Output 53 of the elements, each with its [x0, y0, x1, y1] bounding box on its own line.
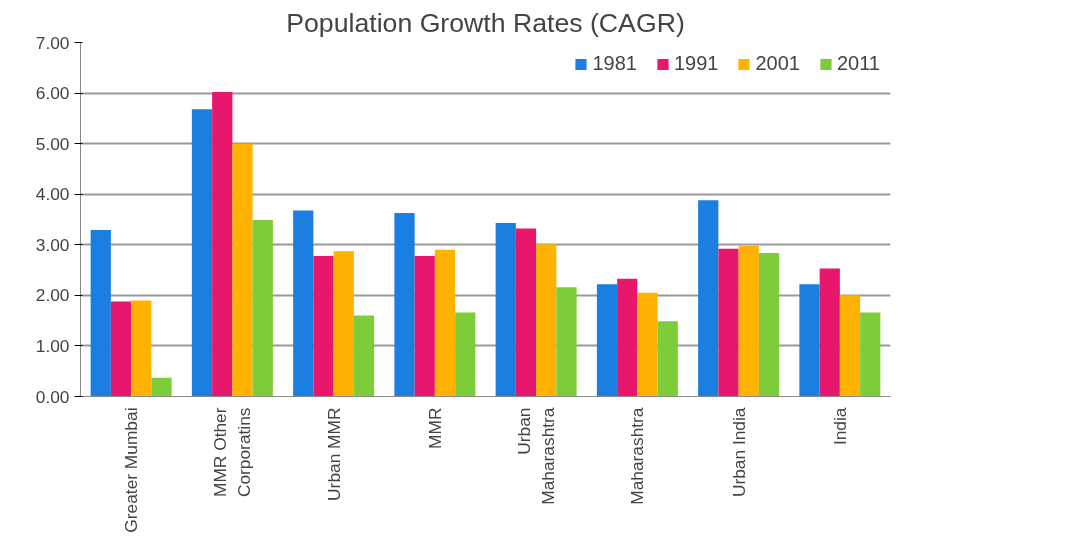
bar — [799, 284, 820, 397]
bar — [536, 244, 557, 397]
bar — [860, 312, 881, 397]
bar — [758, 252, 780, 397]
y-tick-label: 5.00 — [35, 133, 70, 154]
bar — [698, 200, 719, 397]
bar — [718, 248, 739, 397]
y-tick-label: 0.00 — [35, 386, 70, 407]
chart-title: Population Growth Rates (CAGR) — [286, 7, 685, 38]
bar — [617, 278, 638, 397]
legend-label: 1981 — [592, 52, 637, 75]
bar — [819, 268, 840, 397]
bar — [515, 228, 537, 397]
bar — [333, 251, 354, 397]
bar — [191, 109, 213, 397]
bar — [151, 377, 172, 397]
bar — [657, 321, 678, 397]
bar — [212, 92, 233, 397]
x-tick-label: Maharashtra — [627, 407, 648, 505]
y-tick-label: 2.00 — [35, 285, 70, 306]
legend-label: 2001 — [755, 52, 800, 75]
bar — [434, 249, 456, 397]
x-tick-label: Greater Mumbai — [121, 407, 142, 533]
legend-label: 2011 — [836, 52, 880, 75]
bar — [394, 212, 415, 397]
bar — [293, 210, 314, 397]
x-tick-label: India — [829, 407, 850, 446]
bar — [110, 301, 132, 397]
legend-label: 1991 — [673, 52, 719, 75]
y-tick-label: 6.00 — [35, 83, 70, 104]
bar — [313, 255, 334, 397]
y-tick-label: 3.00 — [35, 234, 70, 255]
bar — [556, 287, 577, 397]
y-tick-label: 1.00 — [35, 335, 70, 356]
bar — [414, 255, 435, 397]
bar — [495, 223, 516, 397]
y-tick-label: 7.00 — [35, 32, 70, 53]
bar — [131, 300, 152, 397]
bar — [596, 284, 618, 397]
bar — [738, 245, 759, 397]
bar — [232, 143, 253, 397]
x-tick-label: Urban India — [728, 407, 749, 498]
x-tick-label: MMR Other Corporatins — [210, 407, 255, 498]
bar — [839, 295, 861, 397]
bar — [455, 312, 476, 397]
y-tick-label: 4.00 — [35, 184, 70, 205]
bar — [637, 292, 658, 397]
bar — [353, 315, 375, 397]
bar — [90, 230, 111, 397]
x-tick-label: MMR — [424, 407, 445, 449]
bar — [252, 220, 273, 397]
x-tick-label: Urban MMR — [323, 407, 344, 501]
x-tick-label: Urban Maharashtra — [514, 407, 559, 505]
